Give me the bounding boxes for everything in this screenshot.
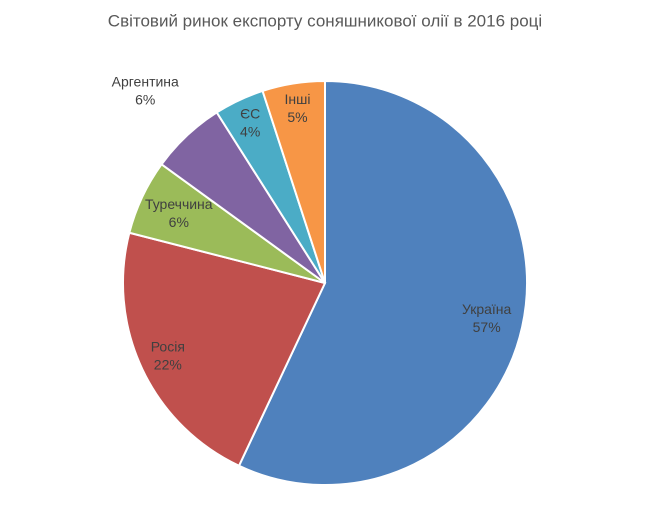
slice-value-label: 6% [135, 91, 155, 107]
slice-label: Аргентина [112, 73, 179, 89]
slice-label: Україна [462, 301, 512, 317]
slice-value-label: 57% [473, 319, 501, 335]
slice-value-label: 22% [154, 357, 182, 373]
slice-label: Росія [151, 339, 185, 355]
pie-slice [261, 79, 326, 284]
slice-value-label: 6% [169, 214, 189, 230]
slice-label: Інші [285, 91, 311, 107]
chart-title: Світовий ринок експорту соняшникової олі… [108, 11, 542, 30]
slice-label: ЄС [240, 106, 260, 122]
slice-label: Туреччина [145, 196, 213, 212]
slice-value-label: 4% [240, 124, 260, 140]
pie-slice [237, 79, 528, 486]
slice-value-label: 5% [287, 109, 307, 125]
pie-slice [122, 231, 327, 468]
